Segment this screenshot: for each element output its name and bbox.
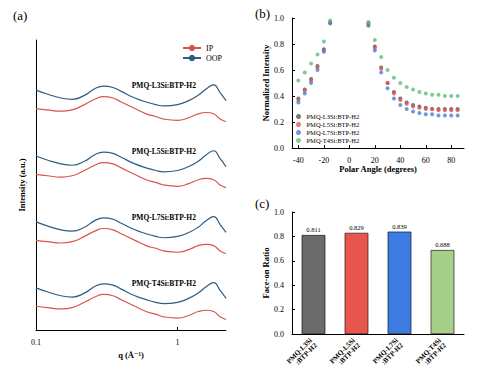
svg-text:0.0: 0.0 <box>274 144 284 153</box>
svg-text:-20: -20 <box>319 156 330 165</box>
svg-text:PMQ-L5Si:BTP-H2: PMQ-L5Si:BTP-H2 <box>132 147 196 156</box>
svg-text:0.2: 0.2 <box>274 118 284 127</box>
svg-text:PMQ-L7Si: PMQ-L7Si <box>371 336 400 366</box>
svg-text:IP: IP <box>206 44 214 53</box>
svg-text:0.0: 0.0 <box>274 330 284 339</box>
svg-text:1: 1 <box>176 338 180 347</box>
svg-text:0.839: 0.839 <box>392 223 407 230</box>
svg-text:PMQ-L7Si:BTP-H2: PMQ-L7Si:BTP-H2 <box>132 213 196 222</box>
svg-text:0.6: 0.6 <box>274 256 284 265</box>
svg-text:1.0: 1.0 <box>274 14 284 23</box>
svg-text:0.829: 0.829 <box>349 224 364 231</box>
svg-text::BTP-H2: :BTP-H2 <box>337 341 362 366</box>
svg-text:-40: -40 <box>293 156 304 165</box>
svg-text:0.8: 0.8 <box>274 40 284 49</box>
svg-text:PMQ-L5Si: PMQ-L5Si <box>328 336 357 366</box>
svg-text:(b): (b) <box>255 6 270 21</box>
svg-text:20: 20 <box>371 156 379 165</box>
svg-text:PMQ-L5Si:BTP-H2: PMQ-L5Si:BTP-H2 <box>307 121 360 128</box>
svg-text::BTP-H2: :BTP-H2 <box>423 341 448 366</box>
svg-text:PMQ-L7Si:BTP-H2: PMQ-L7Si:BTP-H2 <box>307 129 360 136</box>
svg-text:0.4: 0.4 <box>274 92 284 101</box>
svg-text:PMQ-L3Si:BTP-H2: PMQ-L3Si:BTP-H2 <box>307 113 360 120</box>
svg-text:Face-on Ratio: Face-on Ratio <box>261 248 271 299</box>
svg-text:1.0: 1.0 <box>274 208 284 217</box>
svg-text:(c): (c) <box>255 196 269 211</box>
svg-text:0.688: 0.688 <box>435 241 450 248</box>
svg-text:PMQ-L3Si: PMQ-L3Si <box>285 336 314 366</box>
svg-text:Normalized Intensity: Normalized Intensity <box>261 44 271 121</box>
svg-text:60: 60 <box>422 156 430 165</box>
svg-text:80: 80 <box>447 156 455 165</box>
svg-text:PMQ-T4Si: PMQ-T4Si <box>414 336 443 366</box>
svg-text:PMQ-L3Si:BTP-H2: PMQ-L3Si:BTP-H2 <box>132 81 196 90</box>
svg-text:0.1: 0.1 <box>31 338 41 347</box>
svg-text:0.4: 0.4 <box>274 281 284 290</box>
svg-text::BTP-H2: :BTP-H2 <box>380 341 405 366</box>
svg-text:0.2: 0.2 <box>274 305 284 314</box>
svg-text:0.6: 0.6 <box>274 66 284 75</box>
svg-text:Polar Angle (degrees): Polar Angle (degrees) <box>339 164 417 174</box>
svg-text::BTP-H2: :BTP-H2 <box>294 341 319 366</box>
svg-text:40: 40 <box>396 156 404 165</box>
svg-text:Intensity (a.u.): Intensity (a.u.) <box>17 158 27 211</box>
svg-text:0: 0 <box>347 156 351 165</box>
svg-text:0.8: 0.8 <box>274 232 284 241</box>
svg-text:PMQ-T4Si:BTP-H2: PMQ-T4Si:BTP-H2 <box>307 137 360 144</box>
svg-text:OOP: OOP <box>206 54 223 63</box>
svg-text:(a): (a) <box>13 8 27 23</box>
svg-text:q (Å⁻¹): q (Å⁻¹) <box>118 350 144 360</box>
svg-text:0.811: 0.811 <box>306 226 320 233</box>
svg-text:PMQ-T4Si:BTP-H2: PMQ-T4Si:BTP-H2 <box>132 279 196 288</box>
